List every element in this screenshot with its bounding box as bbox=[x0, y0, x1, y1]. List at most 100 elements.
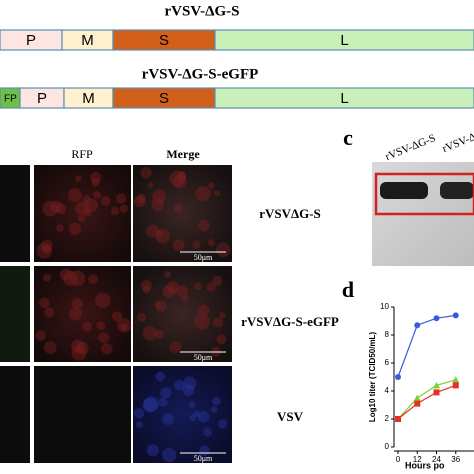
row-label: rVSVΔG-S-eGFP bbox=[241, 314, 339, 329]
construct-title: rVSV-ΔG-S-eGFP bbox=[142, 66, 259, 82]
cell bbox=[74, 201, 90, 216]
cell bbox=[183, 376, 197, 390]
cell bbox=[36, 242, 53, 259]
data-point bbox=[452, 312, 459, 319]
data-point bbox=[433, 381, 440, 389]
row-label: VSV bbox=[277, 409, 304, 424]
panel-label: d bbox=[342, 277, 354, 302]
cell bbox=[111, 311, 123, 322]
cell bbox=[173, 379, 185, 391]
cell bbox=[42, 200, 59, 217]
cell bbox=[50, 200, 62, 213]
cell bbox=[175, 285, 188, 298]
cell bbox=[154, 329, 164, 339]
segment-label: S bbox=[159, 32, 169, 49]
cell bbox=[208, 182, 215, 189]
band bbox=[440, 182, 474, 199]
column-label: RFP bbox=[71, 147, 93, 161]
data-point bbox=[452, 382, 459, 389]
cell bbox=[198, 219, 210, 232]
series-line bbox=[397, 384, 456, 420]
cell bbox=[147, 181, 154, 188]
cell bbox=[155, 301, 162, 308]
cell bbox=[71, 339, 85, 353]
cell bbox=[96, 321, 106, 331]
series-line bbox=[397, 379, 456, 420]
cell bbox=[110, 206, 120, 216]
x-axis-label: Hours po bbox=[405, 460, 445, 470]
micrograph bbox=[34, 165, 131, 262]
cell bbox=[140, 280, 152, 292]
y-tick-label: 8 bbox=[385, 330, 390, 339]
cell bbox=[173, 204, 183, 213]
cell bbox=[177, 171, 187, 180]
gene-segment bbox=[214, 87, 474, 109]
cell bbox=[142, 398, 157, 413]
data-point bbox=[414, 400, 421, 407]
segment-label: L bbox=[340, 90, 348, 107]
micrograph bbox=[133, 266, 232, 362]
cell bbox=[82, 195, 91, 203]
x-tick-label: 0 bbox=[396, 455, 401, 464]
cell bbox=[203, 427, 213, 437]
cell bbox=[182, 384, 195, 397]
cell bbox=[176, 171, 187, 182]
scale-bar-label: 50μm bbox=[194, 253, 213, 262]
y-tick-label: 2 bbox=[385, 414, 390, 423]
cell bbox=[55, 203, 67, 215]
cell bbox=[212, 397, 221, 406]
segment-label: M bbox=[81, 32, 94, 49]
cell bbox=[181, 295, 189, 302]
cell bbox=[68, 188, 82, 203]
cell bbox=[93, 191, 101, 199]
cell bbox=[84, 198, 99, 212]
cell bbox=[143, 396, 159, 412]
cell bbox=[193, 282, 202, 291]
cell bbox=[198, 411, 210, 423]
cell bbox=[155, 371, 165, 382]
cell bbox=[212, 275, 223, 286]
cell bbox=[78, 215, 86, 223]
segment-label: P bbox=[26, 32, 36, 49]
cell bbox=[164, 271, 172, 278]
micrograph bbox=[0, 266, 30, 362]
cell bbox=[82, 321, 93, 332]
cell bbox=[193, 410, 200, 418]
column-label: Merge bbox=[166, 147, 200, 161]
y-tick-label: 10 bbox=[380, 302, 389, 311]
lane-label: rVSV-ΔG-S bbox=[384, 132, 438, 163]
cell bbox=[101, 343, 113, 355]
cell bbox=[155, 300, 167, 312]
cell bbox=[136, 193, 146, 204]
cell bbox=[76, 341, 89, 355]
highlight-box bbox=[374, 172, 474, 216]
y-tick-label: 4 bbox=[385, 386, 390, 395]
cell bbox=[35, 330, 46, 341]
micrograph bbox=[34, 266, 131, 362]
lane-label: rVSV-Δ bbox=[441, 131, 474, 155]
cell bbox=[120, 323, 128, 332]
micrograph bbox=[34, 366, 131, 463]
cell bbox=[172, 239, 185, 252]
data-point bbox=[452, 376, 460, 383]
construct-title: rVSV-ΔG-S bbox=[165, 3, 240, 19]
cell bbox=[44, 307, 55, 318]
micrograph bbox=[0, 165, 30, 262]
cell bbox=[169, 341, 182, 353]
cell bbox=[140, 167, 152, 179]
cell bbox=[142, 325, 158, 341]
cell bbox=[166, 281, 180, 294]
cell bbox=[217, 419, 228, 429]
cell bbox=[115, 193, 127, 204]
cell bbox=[42, 245, 51, 254]
cell bbox=[133, 408, 145, 419]
cell bbox=[68, 222, 82, 236]
series-line bbox=[397, 314, 456, 378]
cell bbox=[158, 397, 168, 407]
cell bbox=[116, 318, 132, 333]
cell bbox=[162, 413, 175, 426]
cell bbox=[155, 228, 170, 244]
segment-label: M bbox=[82, 90, 95, 107]
cell bbox=[160, 387, 172, 399]
cell bbox=[71, 345, 87, 361]
